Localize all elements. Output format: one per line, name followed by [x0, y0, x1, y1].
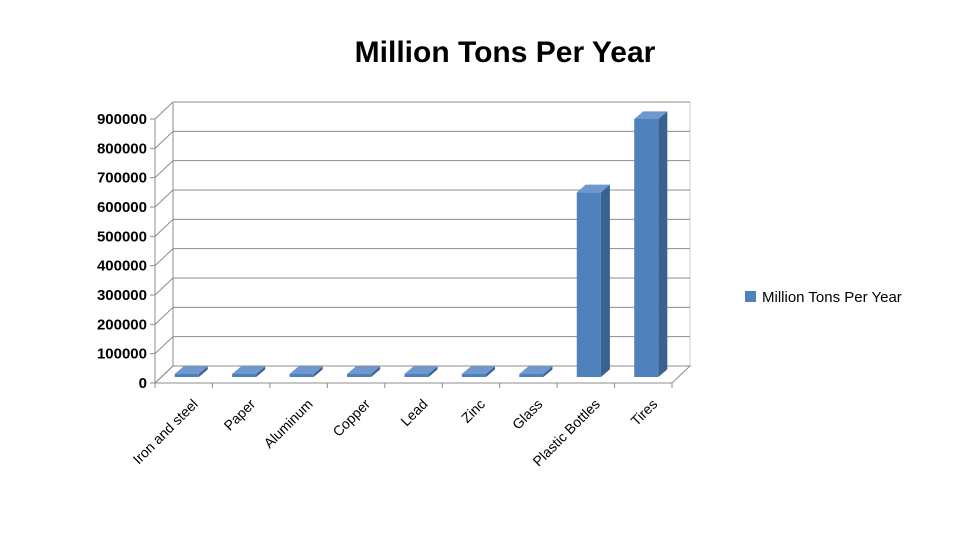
legend: Million Tons Per Year: [745, 289, 902, 306]
bar-front: [346, 374, 372, 377]
x-tick-label: Aluminum: [260, 396, 315, 451]
bar-side: [600, 184, 610, 377]
bar-front: [576, 192, 601, 377]
chart-title: Million Tons Per Year: [355, 36, 656, 69]
bar-front: [461, 374, 487, 377]
x-tick-label: Tires: [627, 396, 660, 429]
bar-top: [232, 366, 266, 374]
legend-label: Million Tons Per Year: [762, 289, 902, 306]
gridline-diagonal: [154, 101, 174, 120]
gridline-diagonal: [154, 336, 174, 355]
bar-top: [289, 366, 323, 374]
bar-side: [313, 366, 323, 377]
bar-front: [174, 374, 199, 377]
x-tick-label: Lead: [397, 396, 430, 429]
y-tick-label: 600000: [97, 199, 147, 216]
y-tick-label: 500000: [97, 228, 147, 245]
bar-side: [658, 111, 668, 377]
bar-side: [486, 366, 496, 377]
bar-top: [404, 366, 438, 374]
y-tick-label: 700000: [97, 170, 147, 187]
bar-front: [289, 374, 314, 377]
plot-area: 0 100000 200000 300000 400000 500000 600000 700…: [97, 101, 692, 469]
x-tick-label: Paper: [221, 396, 259, 434]
bar-front: [232, 374, 257, 377]
x-tick-label: Iron and steel: [130, 396, 201, 467]
bar-top: [576, 184, 610, 193]
bar-top: [174, 366, 208, 374]
bar-side: [428, 366, 438, 377]
bar-top: [461, 366, 496, 374]
y-tick-label: 400000: [97, 258, 147, 275]
bar-side: [256, 366, 266, 377]
gridline-diagonal: [154, 130, 174, 149]
y-tick-label: 800000: [97, 140, 147, 157]
y-tick-label: 200000: [97, 316, 147, 333]
gridline-diagonal: [154, 306, 174, 325]
gridline-diagonal: [154, 277, 174, 296]
bar-top: [346, 366, 381, 374]
bar-side: [198, 366, 208, 377]
gridline-diagonal: [154, 160, 174, 179]
bar-top: [519, 366, 553, 374]
x-tick-label: Copper: [329, 396, 373, 440]
bar-front: [404, 374, 429, 377]
bar-front: [519, 374, 544, 377]
x-tick-label: Zinc: [458, 396, 488, 426]
y-tick-label: 300000: [97, 287, 147, 304]
bar-front: [634, 119, 659, 377]
bar-top: [634, 111, 668, 119]
gridline-diagonal: [154, 218, 174, 237]
y-tick-label: 900000: [97, 111, 147, 128]
bar-side: [543, 366, 553, 377]
bar-side: [371, 366, 381, 377]
x-tick-label: Glass: [509, 396, 546, 433]
legend-swatch: [745, 291, 756, 302]
y-tick-label: 0: [139, 375, 147, 392]
gridline-diagonal: [154, 189, 174, 208]
gridline-diagonal: [154, 248, 174, 267]
y-tick-label: 100000: [97, 346, 147, 363]
